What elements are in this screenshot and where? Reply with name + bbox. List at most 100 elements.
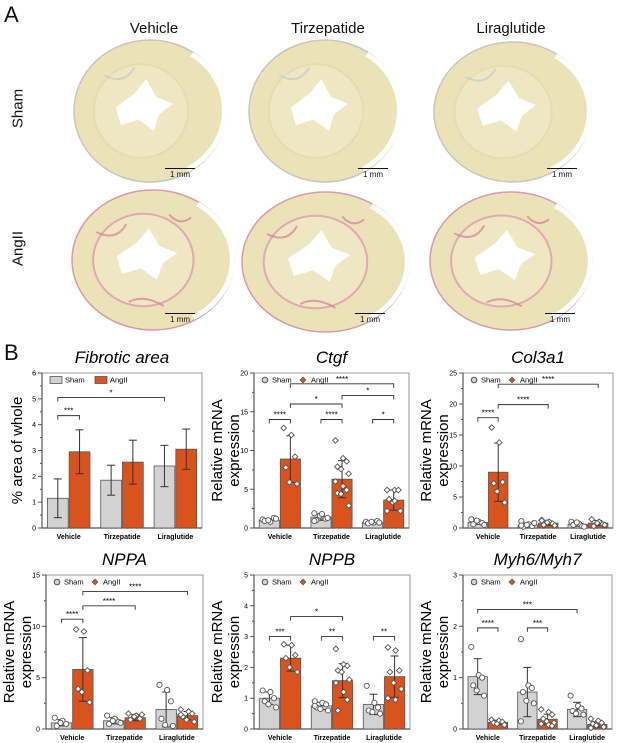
x-tick-label: Liraglutide: [159, 735, 195, 742]
significance-bracket: [57, 397, 165, 402]
legend-label-sham: Sham: [65, 376, 85, 385]
data-point-angii: [286, 663, 294, 671]
data-point-angii: [394, 486, 402, 494]
legend-label-sham: Sham: [64, 578, 84, 587]
data-point-angii: [334, 707, 342, 714]
scale-bar: 1 mm: [547, 168, 577, 179]
data-point-angii: [343, 486, 351, 494]
significance-bracket: [268, 636, 292, 641]
legend-label-sham: Sham: [272, 376, 292, 385]
y-tick-label: 1: [32, 500, 36, 507]
data-point-sham: [318, 510, 326, 518]
chart-title: Myh6/Myh7: [494, 550, 582, 569]
significance-bracket: [289, 383, 395, 388]
data-point-sham: [518, 522, 525, 529]
data-point-angii: [345, 502, 353, 509]
data-point-angii: [332, 645, 340, 653]
legend-marker-sham: [49, 376, 63, 384]
significance-label: ***: [523, 600, 532, 609]
significance-bracket: [497, 383, 599, 389]
data-point-sham: [63, 720, 70, 727]
scale-bar-label: 1 mm: [363, 170, 383, 179]
data-point-angii: [396, 507, 404, 515]
data-point-sham: [259, 687, 266, 694]
data-point-angii: [282, 464, 290, 471]
plot-frame: [45, 574, 204, 730]
x-tick-label: Liraglutide: [570, 534, 606, 541]
y-tick-label: 10: [449, 464, 457, 471]
data-point-angii: [339, 454, 347, 462]
data-point-angii: [282, 654, 290, 662]
data-point-sham: [371, 699, 378, 706]
data-point-angii: [343, 662, 351, 670]
y-tick-label: 20: [240, 371, 248, 378]
data-point-angii: [291, 453, 299, 461]
scale-bar: 1 mm: [355, 313, 385, 324]
data-point-angii: [391, 497, 399, 505]
significance-bracket: [526, 627, 549, 632]
data-point-angii: [490, 479, 498, 487]
data-point-angii: [343, 696, 351, 704]
data-point-sham: [375, 704, 382, 711]
data-point-sham: [567, 692, 574, 699]
significance-label: ****: [103, 597, 115, 606]
scale-bar-label: 1 mm: [550, 315, 570, 324]
data-point-sham: [368, 518, 375, 525]
data-point-sham: [272, 515, 279, 522]
data-point-angii: [280, 640, 288, 648]
x-tick-label: Tirzepatide: [313, 534, 350, 541]
data-point-angii: [188, 710, 196, 718]
heart-section-sham-liraglutide: [433, 41, 592, 183]
data-point-angii: [190, 718, 198, 726]
significance-bracket: [82, 605, 136, 610]
legend-marker-angii: [94, 376, 108, 384]
y-tick-label: 1: [453, 675, 457, 682]
data-point-sham: [479, 674, 486, 681]
chart-title: Ctgf: [316, 348, 349, 367]
legend-label-angii: AngII: [311, 376, 329, 385]
heart-section-angii-tirzepatide: [241, 191, 410, 333]
data-point-angii: [488, 424, 496, 431]
data-point-sham: [481, 521, 488, 528]
data-point-angii: [345, 470, 353, 478]
data-point-sham: [164, 686, 171, 694]
x-tick-label: Vehicle: [57, 534, 81, 541]
data-point-angii: [78, 688, 86, 696]
data-point-angii: [138, 711, 146, 719]
data-point-angii: [548, 722, 556, 730]
data-point-angii: [84, 667, 91, 674]
significance-label: ****: [274, 411, 286, 420]
data-point-sham: [572, 710, 580, 717]
y-tick-label: 0: [453, 727, 457, 734]
data-point-sham: [156, 681, 163, 688]
significance-label: *: [382, 411, 385, 420]
data-point-angii: [490, 719, 497, 727]
significance-label: *: [315, 608, 318, 617]
y-tick-label: 10: [240, 448, 248, 455]
x-tick-label: Liraglutide: [569, 735, 605, 742]
heart-section-angii-liraglutide: [429, 191, 593, 331]
significance-label: ****: [325, 411, 337, 420]
data-point-sham: [581, 523, 588, 530]
data-point-angii: [331, 478, 339, 485]
y-tick-label: 3: [453, 573, 457, 580]
x-tick-label: Liraglutide: [366, 735, 402, 742]
legend-label-angii: AngII: [520, 376, 538, 385]
data-point-angii: [343, 457, 351, 465]
scale-bar-label: 1 mm: [170, 315, 190, 324]
data-point-sham: [317, 705, 324, 713]
legend-marker-sham: [470, 578, 478, 586]
x-tick-label: Liraglutide: [365, 534, 401, 541]
data-point-angii: [395, 667, 403, 674]
data-point-angii: [127, 716, 134, 724]
data-point-angii: [499, 478, 507, 486]
data-point-sham: [311, 510, 318, 517]
data-point-angii: [392, 647, 400, 654]
chart-title: Col3a1: [511, 348, 565, 367]
data-point-angii: [384, 694, 392, 702]
data-point-angii: [177, 711, 185, 719]
data-point-angii: [392, 696, 400, 704]
data-point-angii: [501, 499, 509, 507]
y-tick-label: 5: [244, 487, 248, 494]
data-point-sham: [273, 704, 280, 711]
